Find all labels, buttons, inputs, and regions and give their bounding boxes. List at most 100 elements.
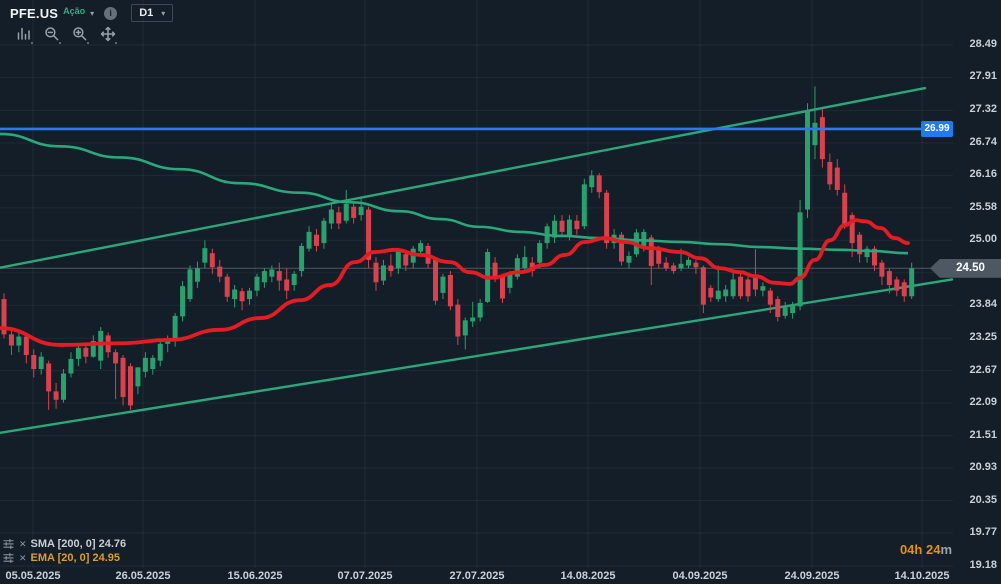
candle-body <box>142 357 148 372</box>
remove-sma-icon[interactable]: ✕ <box>19 538 27 549</box>
candle-body <box>901 282 907 297</box>
candle-body <box>455 304 461 337</box>
trendline[interactable] <box>0 86 927 269</box>
date-tick-label: 07.07.2025 <box>337 570 393 582</box>
candle-body <box>291 273 297 286</box>
candle-body <box>596 175 602 193</box>
candle-body <box>403 254 409 266</box>
price-tick-label: 25.58 <box>969 200 997 213</box>
candle-body <box>276 271 282 281</box>
candle-body <box>849 215 855 244</box>
candle-body <box>507 273 513 288</box>
candle-body <box>797 212 803 307</box>
candle-body <box>447 274 453 307</box>
ema-legend-row: ✕ EMA [20, 0] 24.95 <box>3 551 126 564</box>
remove-ema-icon[interactable]: ✕ <box>19 552 27 563</box>
candle-body <box>83 347 89 357</box>
price-axis[interactable]: 28.49 27.91 27.32 26.74 26.16 25.58 25.00 23.84… <box>953 0 1001 584</box>
candle-body <box>708 287 714 298</box>
countdown-hours: 04h <box>899 542 923 557</box>
indicator-settings-icon[interactable] <box>3 538 14 549</box>
sma-legend-label: SMA [200, 0] 24.76 <box>30 537 127 550</box>
pan-button[interactable] <box>98 24 118 44</box>
candle-body <box>31 355 37 370</box>
candle-body <box>224 276 230 297</box>
price-tick-label: 26.74 <box>969 135 997 148</box>
zoom-out-button[interactable] <box>42 24 62 44</box>
candle-body <box>8 334 14 346</box>
candle-body <box>857 234 863 255</box>
candle-body <box>217 266 223 277</box>
date-tick-label: 15.06.2025 <box>227 570 283 582</box>
symbol-dropdown-caret-icon[interactable]: ▾ <box>90 8 95 18</box>
time-axis[interactable]: 05.05.2025 26.05.2025 15.06.2025 07.07.2025… <box>0 568 953 584</box>
candle-body <box>589 175 595 188</box>
candle-body <box>648 237 654 267</box>
candle-body <box>373 262 379 283</box>
date-tick-label: 14.10.2025 <box>894 570 950 582</box>
candle-countdown: 04h 24m <box>900 542 952 557</box>
candle-body <box>254 276 260 291</box>
countdown-minutes: 24 <box>922 542 941 557</box>
candle-body <box>261 271 267 283</box>
candle-body <box>559 220 565 232</box>
candle-body <box>738 276 744 297</box>
candle-body <box>685 259 691 266</box>
candle-body <box>775 299 781 317</box>
candle-body <box>209 253 215 268</box>
candle-body <box>194 268 200 282</box>
indicator-settings-icon[interactable] <box>3 552 14 563</box>
alert-price-badge[interactable]: 26.99 <box>921 120 953 137</box>
candle-body <box>433 259 439 301</box>
candle-body <box>909 268 915 297</box>
indicators-button[interactable] <box>14 24 34 44</box>
candle-body <box>313 234 319 246</box>
candle-body <box>745 279 751 297</box>
date-tick-label: 26.05.2025 <box>115 570 171 582</box>
candle-body <box>113 352 119 364</box>
candle-body <box>663 262 669 269</box>
price-tick-label: 20.93 <box>969 461 997 474</box>
candle-body <box>499 276 505 299</box>
candle-body <box>120 357 126 397</box>
info-icon[interactable]: i <box>104 6 118 20</box>
candle-body <box>98 330 104 361</box>
date-tick-label: 05.05.2025 <box>5 570 61 582</box>
price-tick-label: 22.67 <box>969 363 997 376</box>
candle-body <box>656 248 662 264</box>
candle-body <box>790 304 796 314</box>
price-tick-label: 20.35 <box>969 493 997 506</box>
zoom-in-button[interactable] <box>70 24 90 44</box>
current-price-badge: 24.50 <box>930 258 1001 278</box>
price-tick-label: 19.77 <box>969 525 997 538</box>
countdown-suffix: m <box>940 542 952 557</box>
zoom-in-icon <box>73 27 87 41</box>
candle-body <box>470 317 476 322</box>
candle-body <box>68 358 74 374</box>
price-tick-label: 23.25 <box>969 331 997 344</box>
date-tick-label: 24.09.2025 <box>784 570 840 582</box>
candle-body <box>700 267 706 305</box>
candle-body <box>23 336 29 356</box>
candle-body <box>232 289 238 300</box>
timeframe-selector[interactable]: D1 ▾ <box>131 4 174 22</box>
instrument-type-label: Ação <box>63 6 86 16</box>
timeframe-label: D1 <box>139 7 154 19</box>
candle-body <box>351 206 357 218</box>
ema-line[interactable] <box>0 218 910 347</box>
candle-body <box>805 111 811 210</box>
candle-body <box>581 184 587 227</box>
candle-body <box>395 251 401 269</box>
symbol-label[interactable]: PFE.US <box>10 5 59 21</box>
sma-line[interactable] <box>0 132 909 255</box>
price-tick-label: 23.84 <box>969 298 997 311</box>
candle-body <box>477 302 483 318</box>
candle-body <box>641 231 647 246</box>
candle-body <box>53 391 59 400</box>
candle-body <box>440 276 446 293</box>
price-tick-label: 21.51 <box>969 428 997 441</box>
candle-body <box>819 117 825 160</box>
candle-body <box>782 307 788 316</box>
candle-body <box>380 265 386 281</box>
